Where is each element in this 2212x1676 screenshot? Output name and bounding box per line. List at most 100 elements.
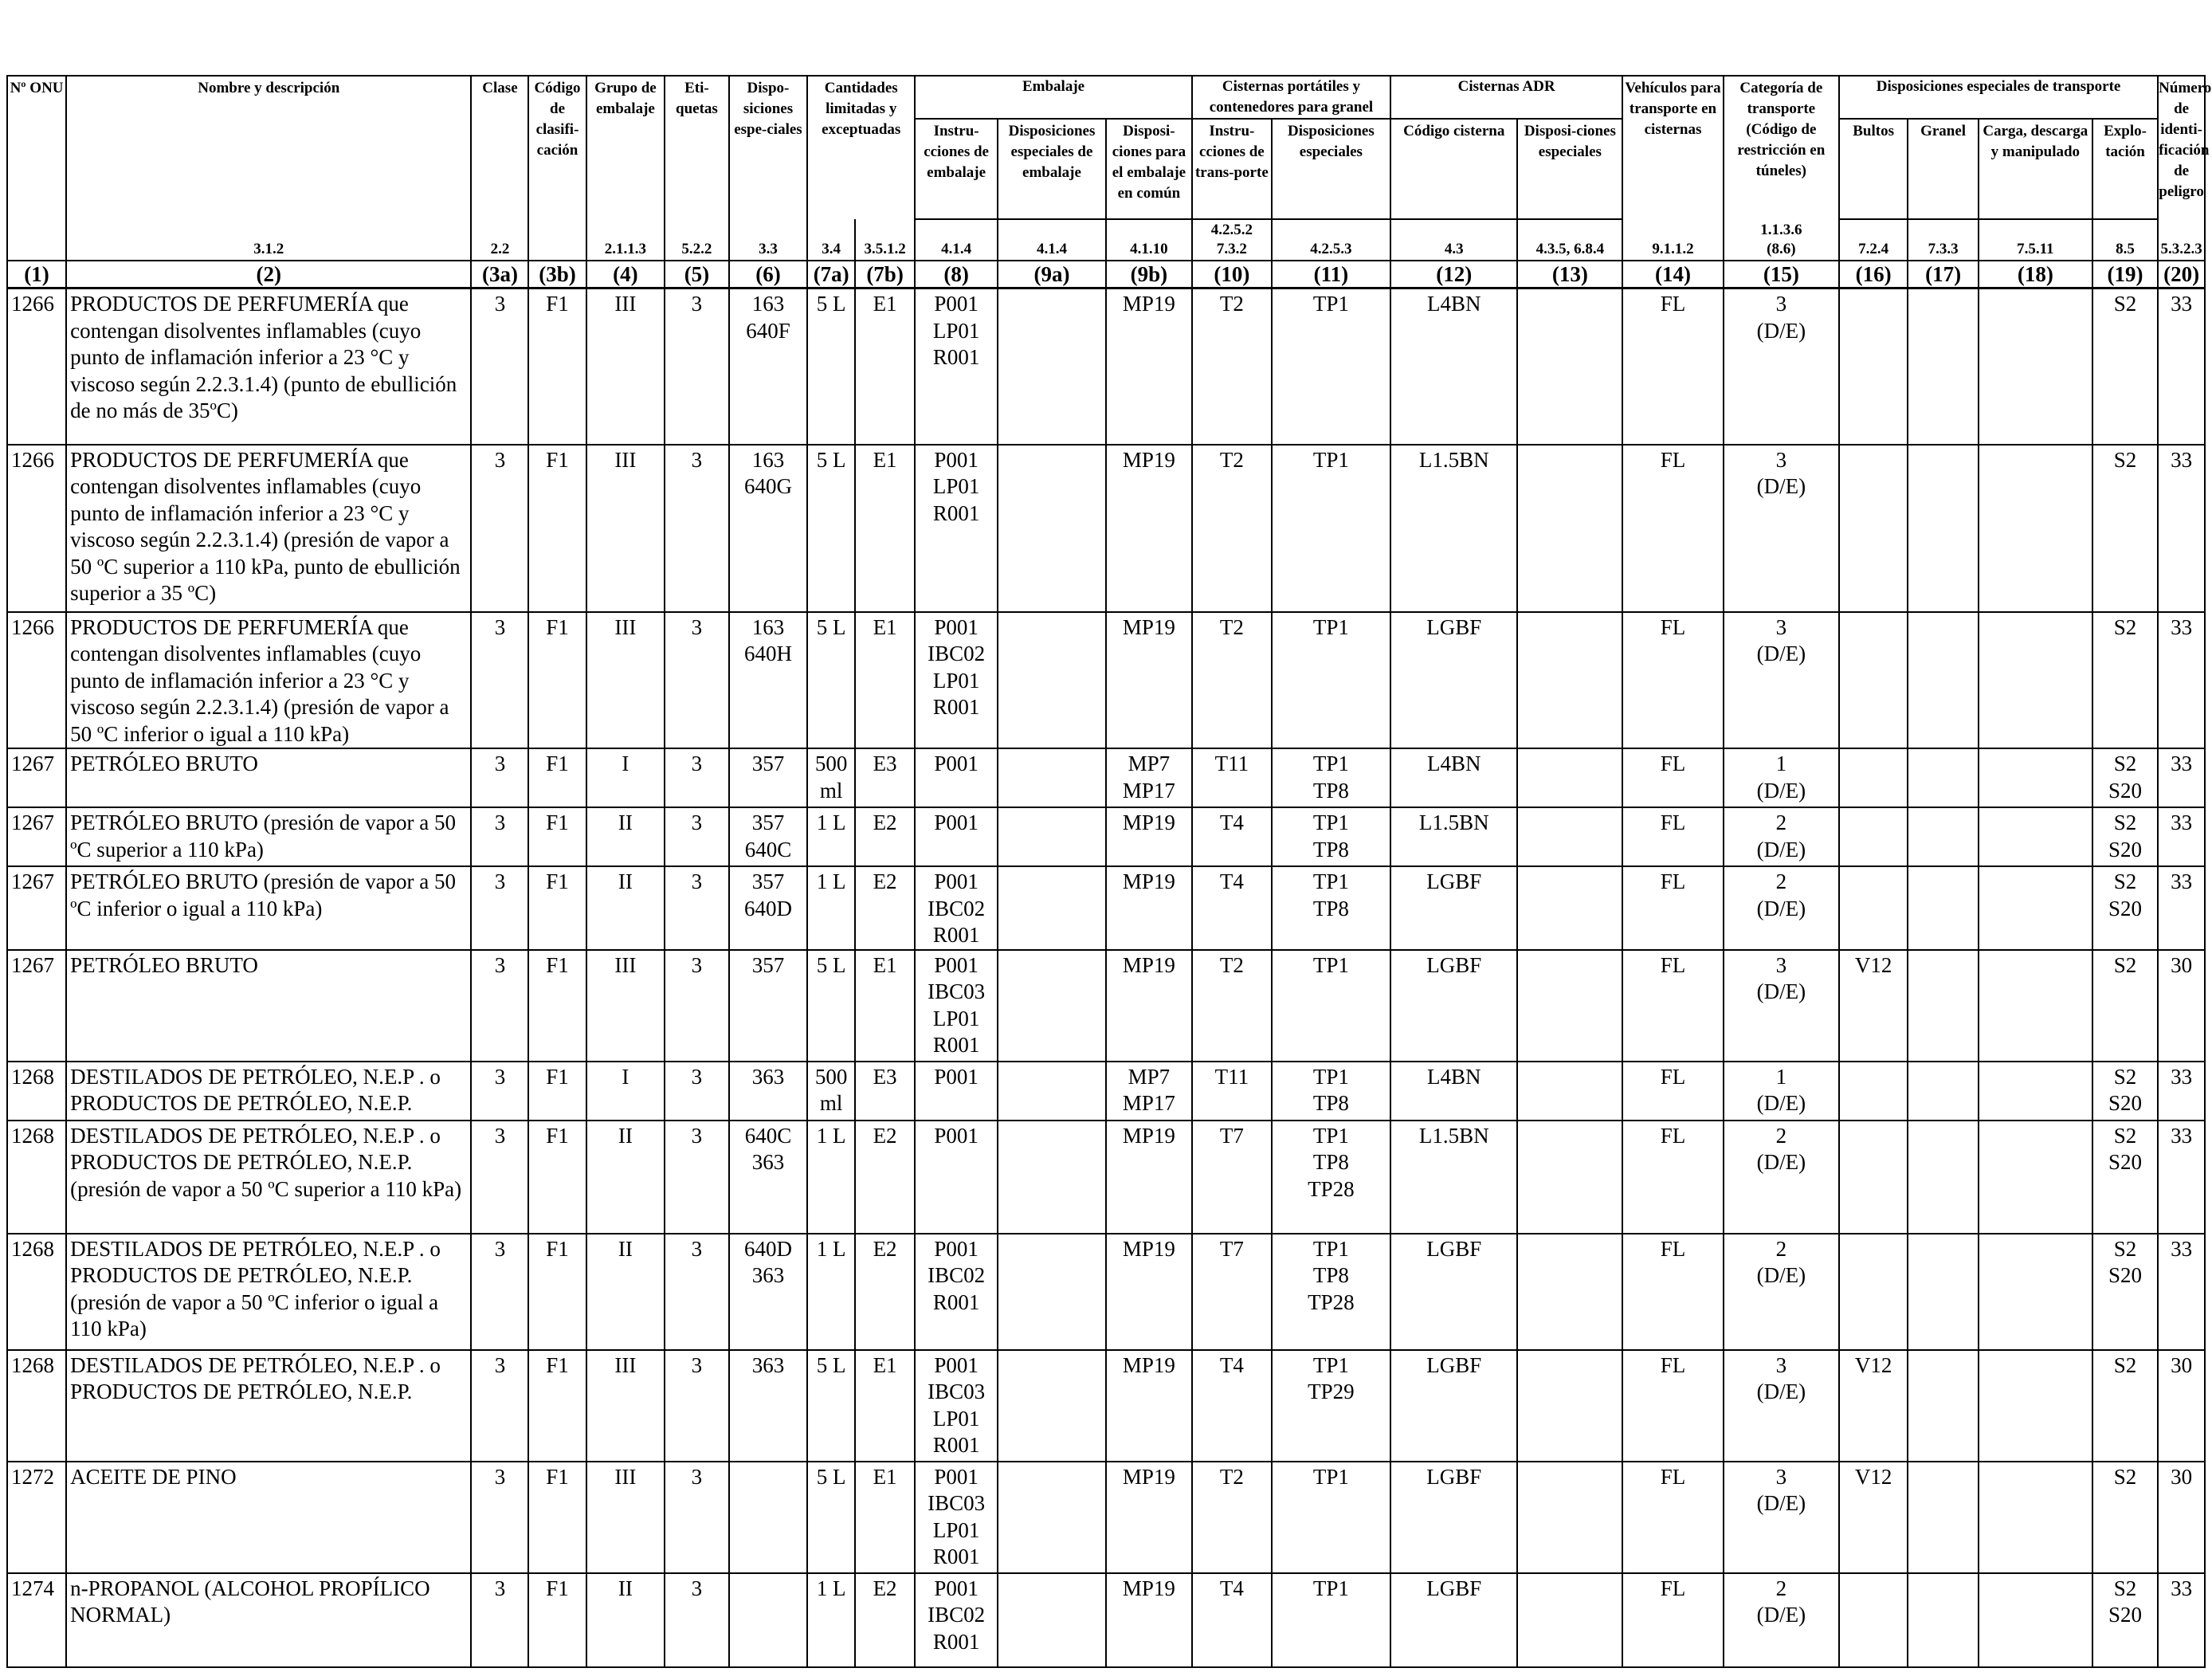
cell-line: PETRÓLEO BRUTO <box>70 752 258 775</box>
cell-nombre: DESTILADOS DE PETRÓLEO, N.E.P . o PRODUCT… <box>65 1119 473 1234</box>
column-number: (2) <box>65 260 473 289</box>
header-etiquetas: Eti-quetas <box>664 75 730 219</box>
cell-line: TP1 <box>1312 1123 1349 1148</box>
adr-table-sheet: Nº ONU Nombre y descripción Clase Código… <box>6 75 2211 1668</box>
cell-line: TP1 <box>1312 1352 1349 1377</box>
cell-cist-instr: T2 <box>1190 948 1273 1062</box>
cell-adr-codigo: LGBF <box>1389 1348 1519 1462</box>
cell-clase: 3 <box>470 1060 530 1121</box>
cell-line: 363 <box>751 1064 785 1089</box>
ref-emb-disp: 4.1.4 <box>997 219 1107 261</box>
cell-cist-disp: TP1 TP29 <box>1270 1348 1391 1462</box>
table-row: 1268 DESTILADOS DE PETRÓLEO, N.E.P . o PRO… <box>6 1348 2206 1462</box>
table-row: 1268 DESTILADOS DE PETRÓLEO, N.E.P . o PRO… <box>6 1060 2206 1121</box>
cell-line: 163 <box>751 447 785 472</box>
cell-cist-instr: T4 <box>1190 1572 1273 1668</box>
cell-vehiculos: FL <box>1622 1119 1724 1234</box>
column-number: (3a) <box>470 260 530 289</box>
table-row: 1267 PETRÓLEO BRUTO 3 F1 I 3 357 500 ml E3 P001 MP… <box>6 748 2206 808</box>
cell-line: S20 <box>2108 778 2143 803</box>
ref-codigo <box>528 219 587 261</box>
cell-bultos <box>1837 807 1909 867</box>
cell-line: 50 ºC inferior o igual a 110 kPa) <box>70 721 350 746</box>
cell-cant-a: 1 L <box>806 807 857 867</box>
cell-adr-codigo: LGBF <box>1389 610 1519 749</box>
cell-line: MP19 <box>1122 1123 1175 1148</box>
cell-bultos <box>1837 287 1909 445</box>
cell-line: TP1 <box>1312 869 1349 893</box>
column-number: (19) <box>2091 260 2159 289</box>
cell-etiquetas: 3 <box>664 1232 730 1351</box>
cell-grupo: II <box>585 1232 666 1351</box>
cell-cant-a: 1 L <box>806 1572 857 1668</box>
cell-line: LP01 <box>932 1517 980 1542</box>
cell-line: P001 <box>934 447 979 472</box>
cell-adr-codigo: L4BN <box>1389 1060 1519 1121</box>
cell-line: R001 <box>932 1433 980 1457</box>
cell-line: PETRÓLEO BRUTO <box>70 952 258 977</box>
cell-adr-codigo: L1.5BN <box>1389 443 1519 613</box>
cell-line: S2 <box>2113 1576 2137 1600</box>
cell-cant-b: E1 <box>854 443 916 613</box>
cell-etiquetas: 3 <box>664 610 730 749</box>
cell-line: 1 <box>1775 752 1787 775</box>
cell-clase: 3 <box>470 748 530 808</box>
cell-line: 2 <box>1775 1236 1787 1261</box>
cell-clase: 3 <box>470 948 530 1062</box>
cell-cant-b: E3 <box>854 1060 916 1121</box>
cell-disposiciones: 163 640H <box>728 610 809 749</box>
cell-bultos <box>1837 1060 1909 1121</box>
cell-line: (D/E) <box>1756 1150 1806 1174</box>
cell-codigo: F1 <box>528 865 587 951</box>
cell-line: TP1 <box>1312 952 1349 977</box>
ref-cist-instr-2: 7.3.2 <box>1216 241 1247 257</box>
cell-cant-b: E1 <box>854 1348 916 1462</box>
cell-line: T4 <box>1219 869 1244 893</box>
cell-emb-comun: MP19 <box>1104 1460 1193 1574</box>
cell-grupo: II <box>585 1119 666 1234</box>
column-number-row: (1) (2) (3a) (3b) (4) (5) (6) (7a) (7b) (8) (9a) (9… <box>6 260 2206 289</box>
cell-explotacion: S2 <box>2091 610 2159 749</box>
cell-categoria: 1 (D/E) <box>1722 1060 1840 1121</box>
cell-line: contengan disolventes inflamables (cuyo <box>70 474 422 498</box>
cell-line: punto de inflamación inferior a 23 °C y <box>70 668 410 693</box>
cell-emb-disp <box>997 807 1107 867</box>
cell-carga <box>1977 1348 2093 1462</box>
column-number: (12) <box>1389 260 1519 289</box>
cell-line: T11 <box>1214 752 1249 775</box>
cell-onu: 1266 <box>6 610 68 749</box>
column-number: (18) <box>1977 260 2093 289</box>
cell-onu: 1266 <box>6 287 68 445</box>
cell-cist-instr: T2 <box>1190 610 1273 749</box>
cell-emb-instr: P001 IBC02 R001 <box>914 1572 999 1668</box>
cell-line: MP19 <box>1122 292 1175 316</box>
cell-line: MP19 <box>1122 869 1175 893</box>
cell-emb-comun: MP19 <box>1104 1232 1193 1351</box>
cell-line: MP19 <box>1122 1464 1175 1489</box>
cell-line: T4 <box>1219 811 1244 834</box>
cell-clase: 3 <box>470 610 530 749</box>
cell-line: punto de inflamación inferior a 23 °C y <box>70 500 410 525</box>
cell-granel <box>1907 1119 1979 1234</box>
cell-bultos: V12 <box>1837 1460 1909 1574</box>
cell-line: LP01 <box>932 1006 980 1030</box>
cell-emb-comun: MP19 <box>1104 948 1193 1062</box>
header-cist-disp: Disposiciones especiales <box>1270 119 1391 220</box>
header-adr-codigo: Código cisterna <box>1389 119 1519 220</box>
cell-line: P001 <box>934 1352 979 1377</box>
cell-carga <box>1977 1460 2093 1574</box>
cell-grupo: III <box>585 948 666 1062</box>
cell-vehiculos: FL <box>1622 287 1724 445</box>
cell-line: viscoso según 2.2.3.1.4) (presión de vap… <box>70 695 449 719</box>
header-emb-disp: Disposiciones especiales de embalaje <box>997 119 1107 220</box>
cell-line: (D/E) <box>1756 1491 1806 1515</box>
cell-categoria: 2 (D/E) <box>1722 1572 1840 1668</box>
ref-clase: 2.2 <box>470 219 530 261</box>
cell-cant-a: 1 L <box>806 865 857 951</box>
cell-line: R001 <box>932 345 980 369</box>
cell-line: superior a 35 ºC) <box>70 581 217 605</box>
cell-adr-disp <box>1516 443 1624 613</box>
cell-line: TP1 <box>1312 1236 1349 1261</box>
cell-categoria: 3 (D/E) <box>1722 948 1840 1062</box>
cell-explotacion: S2 S20 <box>2091 748 2159 808</box>
